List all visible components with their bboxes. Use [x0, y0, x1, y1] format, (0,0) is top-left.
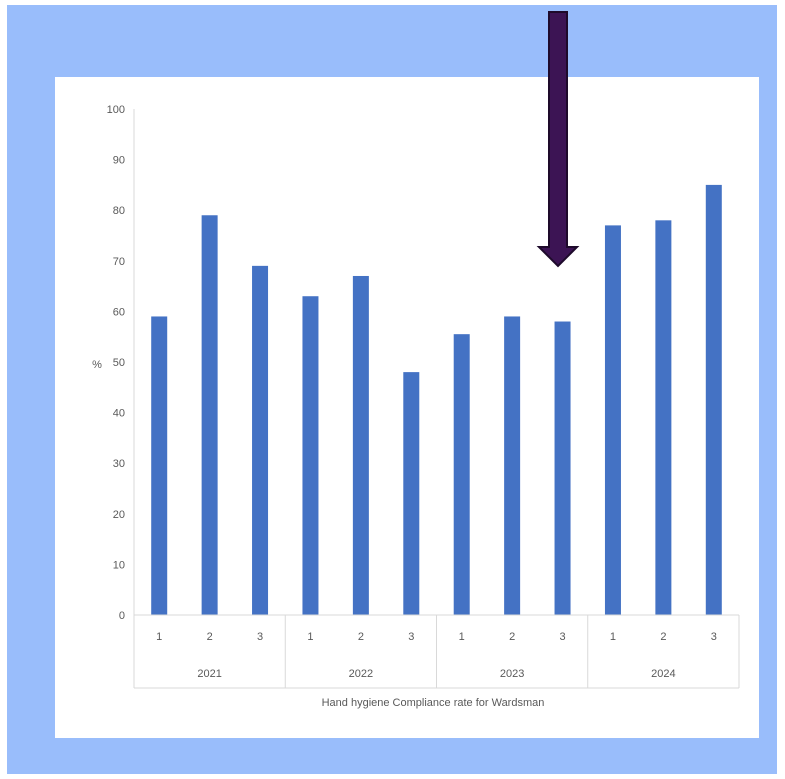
y-tick-label: 40 — [113, 408, 125, 420]
y-tick-label: 70 — [113, 256, 125, 268]
bar — [705, 184, 722, 615]
x-tick-label: 3 — [408, 631, 414, 643]
bar — [302, 296, 319, 615]
y-tick-label: 50 — [113, 357, 125, 369]
bar — [453, 334, 470, 615]
y-tick-label: 30 — [113, 458, 125, 470]
y-axis: 0 10 20 30 40 50 60 70 80 90 100 — [107, 104, 135, 622]
x-tick-label: 2 — [207, 631, 213, 643]
chart-panel: 0 10 20 30 40 50 60 70 80 90 100 1 2 3 2021 1 2 3 2022 1 2 3… — [55, 77, 759, 738]
x-tick-label: 1 — [307, 631, 313, 643]
x-axis-label: Hand hygiene Compliance rate for Wardsma… — [322, 697, 545, 709]
bar — [554, 321, 571, 615]
x-tick-label: 1 — [610, 631, 616, 643]
y-tick-label: 100 — [107, 104, 125, 116]
y-tick-label: 80 — [113, 205, 125, 217]
y-tick-label: 20 — [113, 509, 125, 521]
x-tick-label: 2 — [358, 631, 364, 643]
y-tick-label: 10 — [113, 559, 125, 571]
y-tick-label: 0 — [119, 610, 125, 622]
bars — [151, 184, 722, 615]
y-axis-label: % — [92, 359, 102, 371]
x-group-label: 2022 — [349, 668, 373, 680]
x-group-label: 2023 — [500, 668, 524, 680]
x-tick-label: 3 — [559, 631, 565, 643]
bar — [604, 225, 621, 615]
bar — [352, 275, 369, 615]
x-group-label: 2024 — [651, 668, 675, 680]
x-tick-label: 3 — [711, 631, 717, 643]
bar-chart: 0 10 20 30 40 50 60 70 80 90 100 1 2 3 2021 1 2 3 2022 1 2 3… — [92, 104, 740, 709]
x-tick-label: 2 — [509, 631, 515, 643]
x-group-label: 2021 — [197, 668, 221, 680]
bar — [252, 265, 269, 615]
y-tick-label: 90 — [113, 155, 125, 167]
x-tick-label: 1 — [459, 631, 465, 643]
x-axis: 1 2 3 2021 1 2 3 2022 1 2 3 2023 1 2 3 2024 — [133, 614, 740, 689]
x-tick-label: 1 — [156, 631, 162, 643]
x-tick-label: 2 — [660, 631, 666, 643]
bar — [403, 372, 420, 615]
x-tick-label: 3 — [257, 631, 263, 643]
bar — [201, 215, 218, 615]
bar — [655, 220, 672, 615]
bar — [151, 316, 168, 615]
y-tick-label: 60 — [113, 306, 125, 318]
bar — [504, 316, 521, 615]
